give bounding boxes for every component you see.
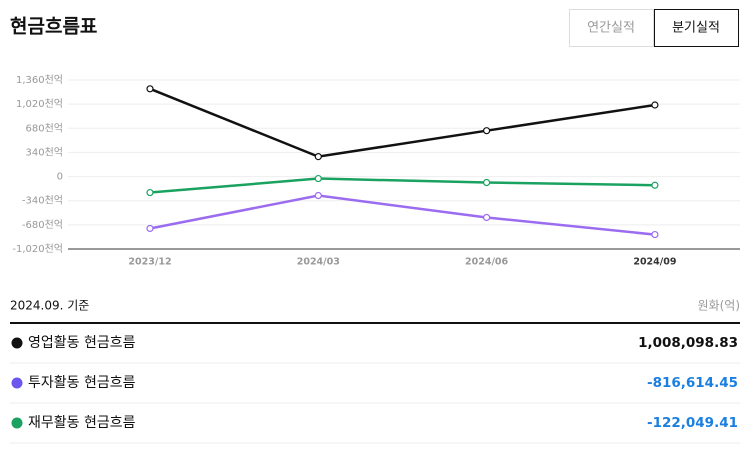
y-tick-label: 1,360천억 xyxy=(16,74,63,86)
chart: -1,020천억 -680천억 -340천억 0 340천억 680천억 1,020천억 1,… xyxy=(12,74,740,268)
legend-dot xyxy=(11,337,23,349)
toggle-label[interactable]: 연간실적 xyxy=(587,21,635,36)
series-line xyxy=(149,87,656,158)
page-title: 현금흐름표 xyxy=(10,16,97,38)
unit-label: 원화(억) xyxy=(698,299,740,313)
y-tick-label: 680천억 xyxy=(26,122,64,134)
toggle-button[interactable] xyxy=(654,9,739,47)
row-value: -122,049.41 xyxy=(647,415,738,431)
row-value: 1,008,098.83 xyxy=(638,335,738,351)
data-point xyxy=(483,178,491,187)
x-tick-label: 2024/06 xyxy=(465,257,509,268)
basis-date: 2024.09. 기준 xyxy=(10,299,89,313)
row-label: 투자활동 현금흐름 xyxy=(28,375,136,391)
row-label: 영업활동 현금흐름 xyxy=(28,335,136,351)
data-point xyxy=(314,153,322,161)
y-tick-label: -680천억 xyxy=(22,219,63,231)
data-point xyxy=(651,101,659,109)
series-line xyxy=(149,194,656,236)
data-point xyxy=(146,224,154,233)
y-tick-label: 0 xyxy=(57,172,63,183)
row-label: 재무활동 현금흐름 xyxy=(28,415,136,431)
x-tick-label: 2024/09 xyxy=(633,257,676,268)
data-point xyxy=(146,85,154,93)
data-point xyxy=(651,181,659,189)
y-tick-label: -1,020천억 xyxy=(12,243,63,255)
legend-dot xyxy=(11,417,23,429)
data-point xyxy=(146,188,154,197)
data-point xyxy=(483,213,491,222)
toggle-label[interactable]: 분기실적 xyxy=(672,21,720,36)
y-tick-label: 340천억 xyxy=(26,146,64,158)
data-point xyxy=(651,230,659,239)
legend-dot xyxy=(11,377,23,389)
toggle-button[interactable] xyxy=(569,9,654,47)
row-value: -816,614.45 xyxy=(647,375,738,391)
x-tick-label: 2023/12 xyxy=(128,257,171,268)
data-point xyxy=(314,174,322,183)
y-tick-label: 1,020천억 xyxy=(16,98,63,110)
x-tick-label: 2024/03 xyxy=(297,257,340,268)
y-tick-label: -340천억 xyxy=(22,195,63,207)
data-point xyxy=(314,191,322,200)
data-point xyxy=(483,127,491,135)
series-line xyxy=(149,177,655,194)
cash-flow-table: 영업활동 현금흐름 1,008,098.83 투자활동 현금흐름 -816,614.4… xyxy=(10,335,740,444)
period-toggle[interactable]: 연간실적 분기실적 xyxy=(569,9,739,47)
